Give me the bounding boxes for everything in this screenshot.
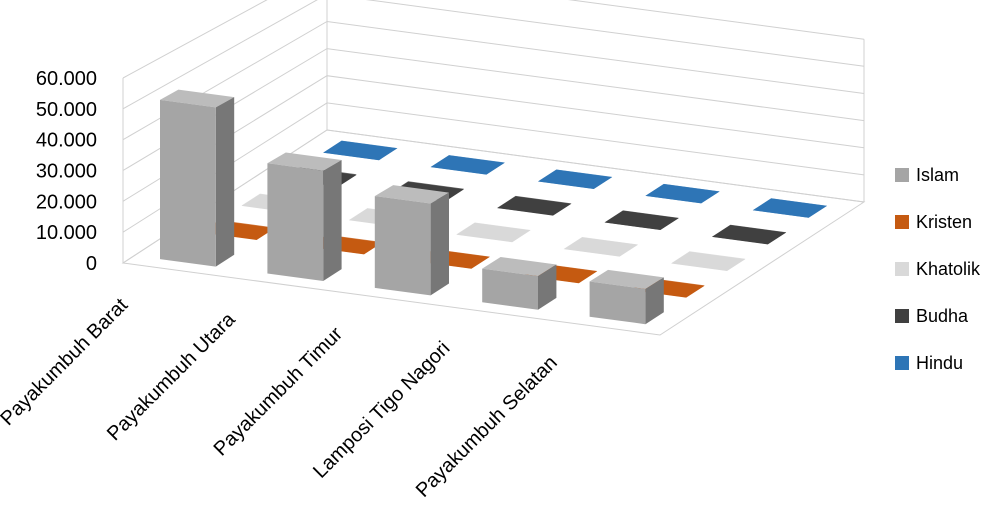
y-tick-label: 10.000 <box>36 222 97 244</box>
gridline <box>122 0 865 110</box>
bar-islam-1 <box>160 89 235 267</box>
legend-item-hindu: Hindu <box>895 353 963 373</box>
legend-swatch <box>895 262 909 276</box>
bar-budha-5 <box>712 224 787 245</box>
bar-islam-5 <box>589 269 664 325</box>
y-tick-label: 20.000 <box>36 191 97 213</box>
gridline <box>122 0 865 79</box>
bar-islam-3 <box>374 185 449 296</box>
y-axis-ticks: 0 10.000 20.000 30.000 40.000 50.000 60.000 <box>36 68 97 275</box>
y-tick-label: 0 <box>86 253 97 275</box>
legend-swatch <box>895 168 909 182</box>
category-label: Payakumbuh Utara <box>103 308 240 445</box>
category-label: Lamposi Tigo Nagori <box>309 337 454 482</box>
bar-budha-4 <box>604 210 679 230</box>
legend-swatch <box>895 215 909 229</box>
y-tick-label: 30.000 <box>36 161 97 183</box>
bar-khatolik-4 <box>563 237 638 257</box>
bar-islam-4 <box>482 257 557 310</box>
bar-budha-3 <box>497 195 572 216</box>
legend-swatch <box>895 309 909 323</box>
legend-label: Islam <box>916 165 959 185</box>
legend-item-kristen: Kristen <box>895 212 972 232</box>
legend-label: Kristen <box>916 212 972 232</box>
legend-item-islam: Islam <box>895 165 959 185</box>
legend-label: Budha <box>916 306 969 326</box>
bars <box>160 89 827 325</box>
category-label: Payakumbuh Selatan <box>412 352 562 502</box>
bar-hindu-4 <box>645 183 720 204</box>
legend-item-budha: Budha <box>895 306 969 326</box>
category-label: Payakumbuh Timur <box>210 323 348 461</box>
legend: Islam Kristen Khatolik Budha Hindu <box>895 165 981 373</box>
bar-hindu-1 <box>323 140 398 161</box>
bar-hindu-2 <box>430 155 505 175</box>
y-tick-label: 60.000 <box>36 68 97 90</box>
chart-floor <box>121 129 866 336</box>
bar-hindu-5 <box>752 198 827 218</box>
legend-label: Hindu <box>916 353 963 373</box>
bar-hindu-3 <box>538 169 613 189</box>
floor-outline <box>121 129 866 336</box>
y-tick-label: 40.000 <box>36 130 97 152</box>
legend-label: Khatolik <box>916 259 981 279</box>
category-label: Payakumbuh Barat <box>0 294 133 430</box>
bar-khatolik-3 <box>456 222 531 243</box>
bar-islam-2 <box>267 152 342 281</box>
bar-khatolik-5 <box>671 251 746 271</box>
y-tick-label: 50.000 <box>36 99 97 121</box>
legend-item-khatolik: Khatolik <box>895 259 981 279</box>
legend-swatch <box>895 356 909 370</box>
